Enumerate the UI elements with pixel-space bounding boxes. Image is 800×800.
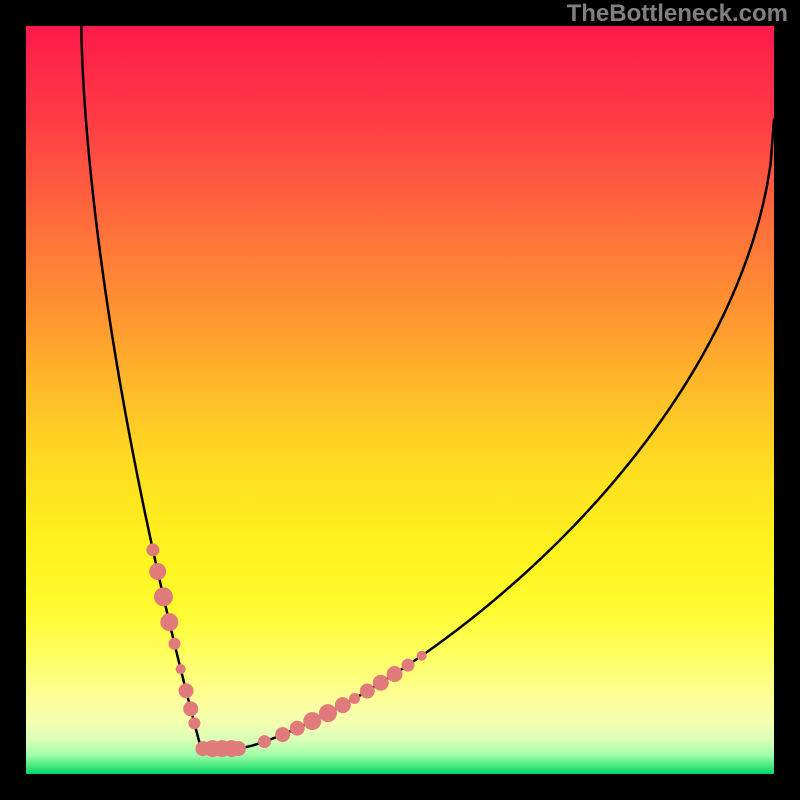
data-marker	[303, 712, 321, 730]
plot-background	[26, 26, 774, 774]
data-marker	[387, 666, 403, 682]
data-marker	[373, 675, 389, 691]
data-marker	[188, 717, 200, 729]
data-marker	[401, 659, 414, 672]
data-marker	[258, 735, 271, 748]
watermark-label: TheBottleneck.com	[567, 0, 788, 28]
data-marker	[154, 587, 173, 606]
data-marker	[176, 664, 186, 674]
chart-svg	[0, 0, 800, 800]
data-marker	[169, 638, 181, 650]
data-marker	[231, 741, 246, 756]
chart-container: TheBottleneck.com	[0, 0, 800, 800]
data-marker	[146, 543, 159, 556]
data-marker	[360, 684, 375, 699]
data-marker	[275, 727, 290, 742]
data-marker	[335, 697, 351, 713]
data-marker	[183, 701, 198, 716]
data-marker	[160, 613, 178, 631]
data-marker	[290, 721, 305, 736]
data-marker	[179, 683, 194, 698]
data-marker	[349, 693, 360, 704]
data-marker	[149, 563, 166, 580]
data-marker	[417, 651, 427, 661]
data-marker	[319, 704, 337, 722]
